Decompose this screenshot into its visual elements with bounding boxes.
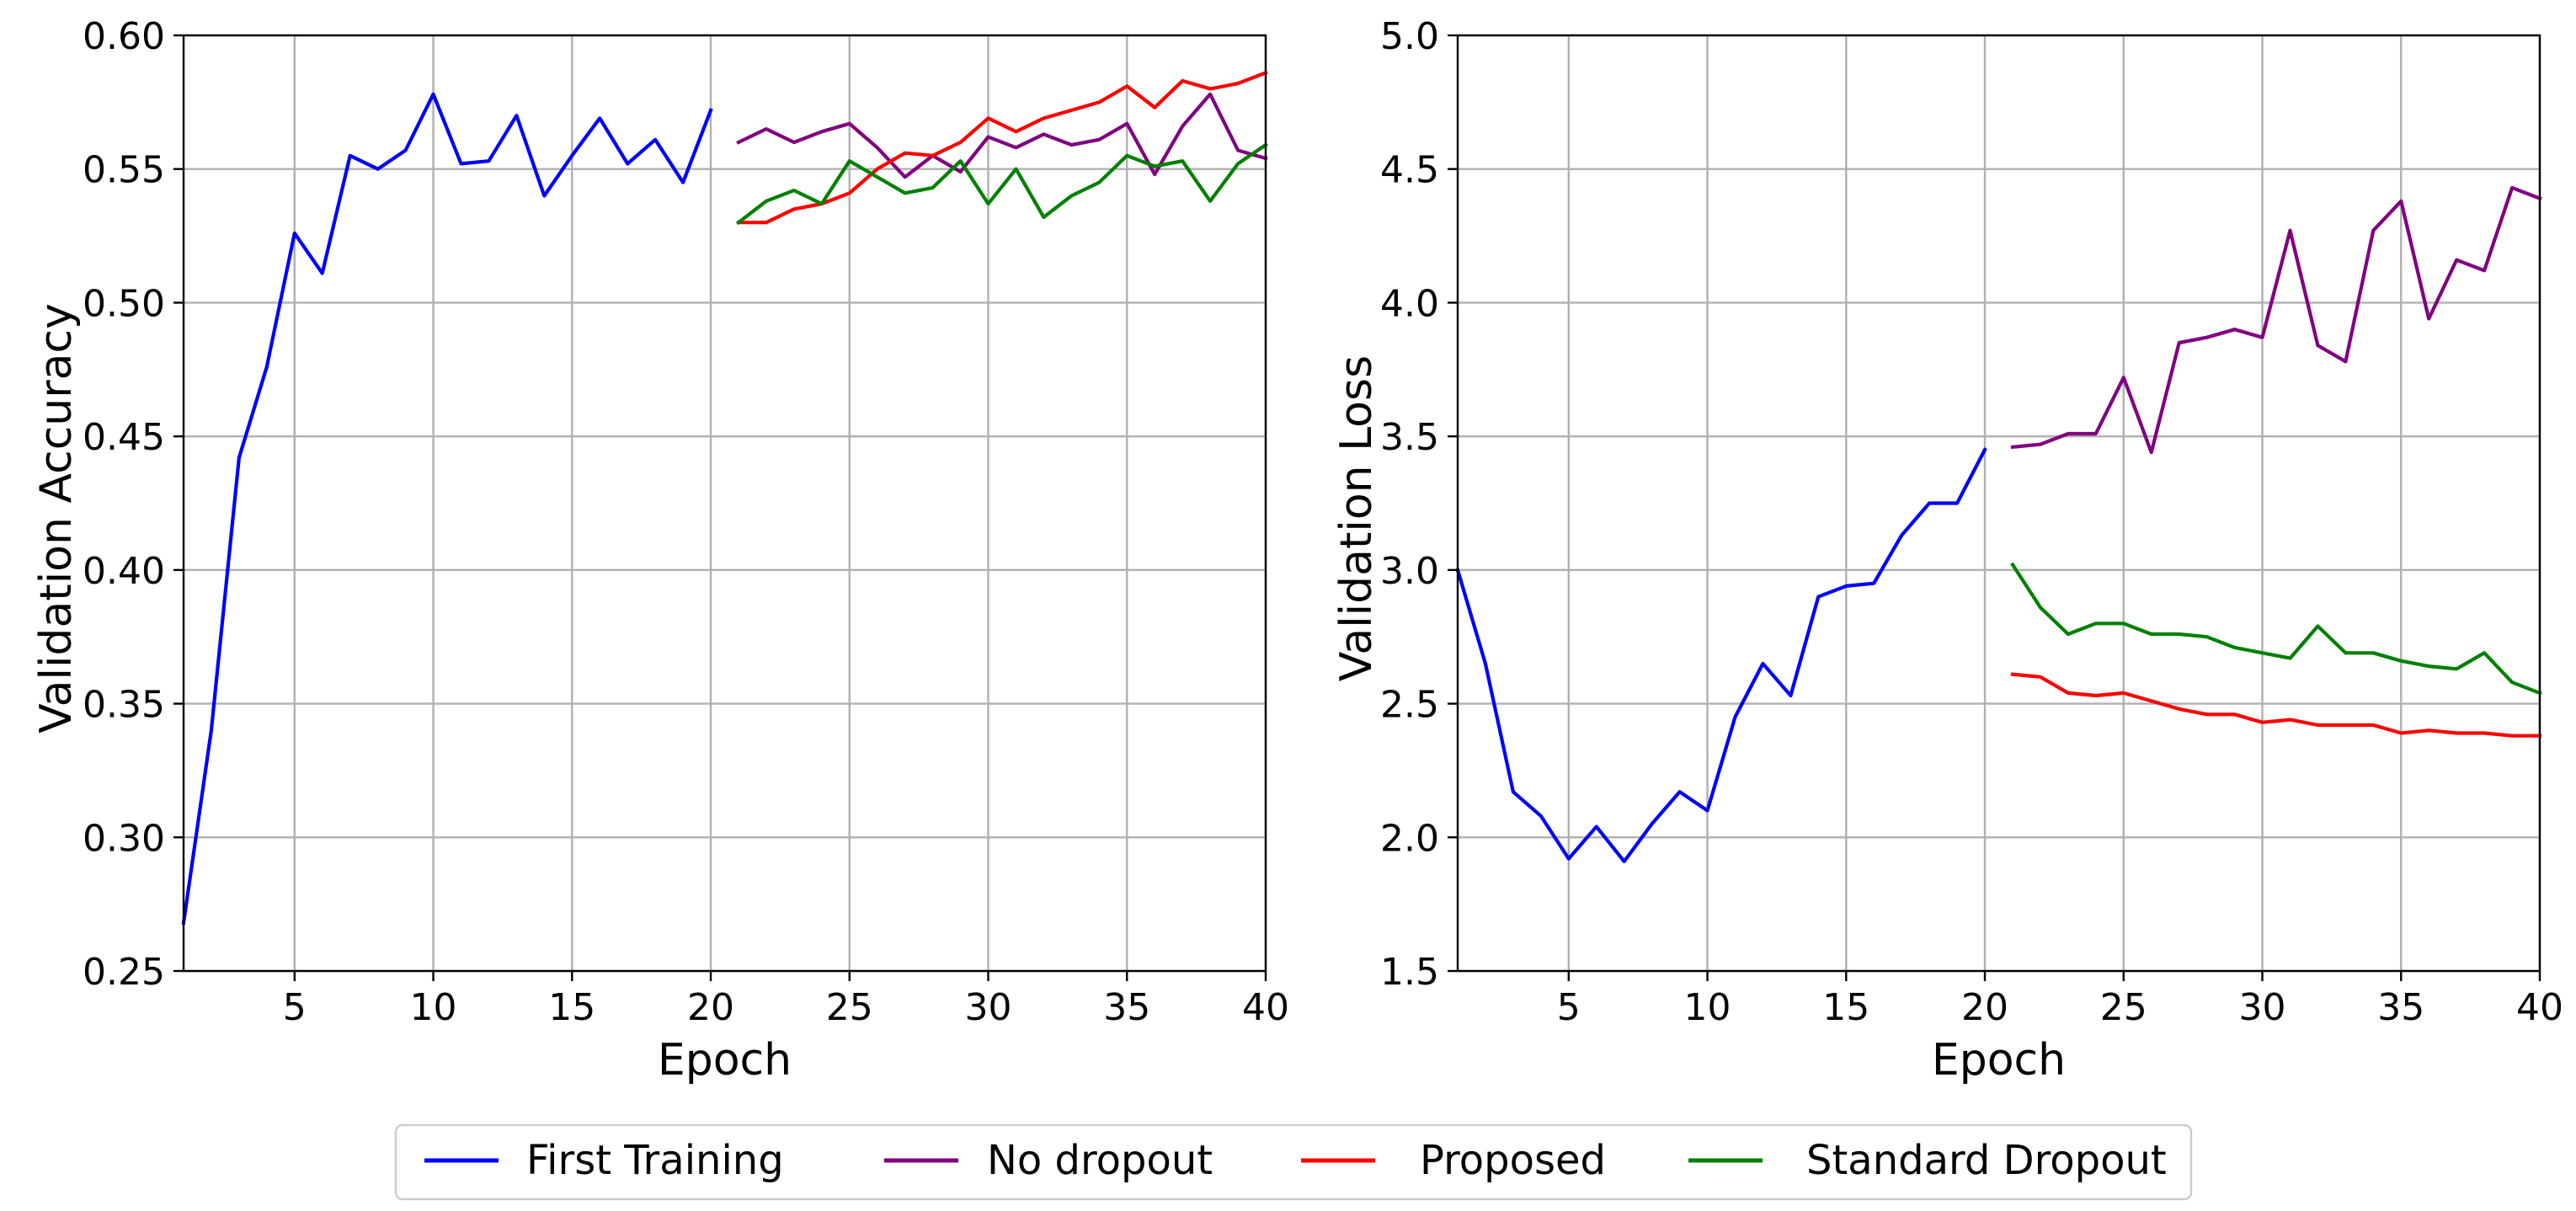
legend-label-standard-dropout: Standard Dropout (1806, 1137, 2167, 1184)
legend-label-first-training: First Training (526, 1137, 784, 1184)
accuracy-x-axis-label: Epoch (658, 1035, 792, 1086)
loss-y-tick-label: 5.0 (1380, 15, 1439, 58)
loss-x-tick-label: 40 (2516, 986, 2563, 1029)
loss-grid (1458, 34, 2541, 973)
loss-x-tick-label: 15 (1822, 986, 1869, 1029)
accuracy-x-tick-label: 10 (410, 986, 457, 1029)
accuracy-chart-panel: 5 10 15 20 25 30 35 40 0.25 0.30 0.35 0.40 0.45 0.50 0… (31, 15, 1289, 1086)
accuracy-grid (184, 34, 1267, 973)
accuracy-y-tick-label: 0.25 (83, 951, 165, 994)
accuracy-y-tick-label: 0.30 (83, 817, 165, 860)
legend-item-first-training: First Training (424, 1137, 784, 1184)
accuracy-x-tick-label: 40 (1242, 986, 1289, 1029)
accuracy-plot-frame (182, 34, 1267, 973)
accuracy-series-no-dropout (736, 92, 1268, 179)
accuracy-x-tick-label: 35 (1103, 986, 1150, 1029)
loss-x-tick-label: 5 (1557, 986, 1581, 1029)
accuracy-series-standard-dropout (736, 142, 1268, 226)
accuracy-series (181, 70, 1268, 926)
loss-x-tick-label: 30 (2239, 986, 2286, 1029)
legend-label-no-dropout: No dropout (987, 1137, 1213, 1184)
loss-y-tick-label: 2.0 (1380, 817, 1439, 860)
legend-item-proposed: Proposed (1301, 1137, 1606, 1184)
accuracy-x-tick-label: 25 (826, 986, 873, 1029)
accuracy-y-tick-label: 0.55 (83, 149, 165, 192)
legend-item-no-dropout: No dropout (884, 1137, 1213, 1184)
accuracy-x-tick-label: 20 (687, 986, 734, 1029)
accuracy-series-first-training (181, 92, 713, 926)
legend-item-standard-dropout: Standard Dropout (1688, 1137, 2167, 1184)
loss-y-tick-label: 4.5 (1380, 149, 1439, 192)
accuracy-series-proposed (736, 70, 1268, 225)
loss-y-tick-label: 1.5 (1380, 951, 1439, 994)
loss-x-axis-label: Epoch (1932, 1035, 2066, 1086)
loss-plot-frame (1456, 34, 2541, 973)
loss-chart-panel: 5 10 15 20 25 30 35 401.52.02.53.03.54.04.55.0 … (1331, 15, 2563, 1086)
loss-series-standard-dropout (2010, 562, 2542, 696)
loss-y-tick-label: 3.0 (1380, 550, 1439, 593)
accuracy-y-tick-label: 0.45 (83, 416, 165, 459)
accuracy-x-tick-label: 5 (283, 986, 307, 1029)
legend-box (394, 1123, 2193, 1201)
loss-x-tick-label: 20 (1961, 986, 2008, 1029)
legend-label-proposed: Proposed (1420, 1137, 1606, 1184)
accuracy-x-tick-label: 15 (548, 986, 595, 1029)
accuracy-y-tick-label: 0.60 (83, 15, 165, 58)
loss-ticks: 5 10 15 20 25 30 35 40 1.5 2.0 2.5 3.0 3.5 4.0 4.5 5.0 (1380, 15, 2563, 1029)
accuracy-ticks: 5 10 15 20 25 30 35 40 0.25 0.30 0.35 0.40 0.45 0.50 0… (83, 15, 1289, 1029)
loss-series (1455, 185, 2542, 864)
loss-series-no-dropout (2010, 185, 2542, 455)
accuracy-y-tick-label: 0.50 (83, 282, 165, 325)
loss-y-tick-label: 3.5 (1380, 416, 1439, 459)
accuracy-y-tick-label: 0.40 (83, 550, 165, 593)
accuracy-y-tick-label: 0.35 (83, 684, 165, 727)
loss-series-first-training (1455, 447, 1987, 864)
loss-x-tick-label: 35 (2377, 986, 2424, 1029)
legend: First Training No dropout Proposed Stand… (394, 1123, 2193, 1201)
accuracy-y-axis-label: Validation Accuracy (31, 303, 82, 734)
loss-y-tick-label: 2.5 (1380, 684, 1439, 727)
loss-x-tick-label: 25 (2100, 986, 2147, 1029)
loss-y-tick-label: 4.0 (1380, 282, 1439, 325)
loss-y-axis-label: Validation Loss (1331, 355, 1382, 681)
accuracy-x-tick-label: 30 (965, 986, 1012, 1029)
loss-x-tick-label: 10 (1684, 986, 1731, 1029)
loss-series-proposed (2010, 672, 2542, 738)
